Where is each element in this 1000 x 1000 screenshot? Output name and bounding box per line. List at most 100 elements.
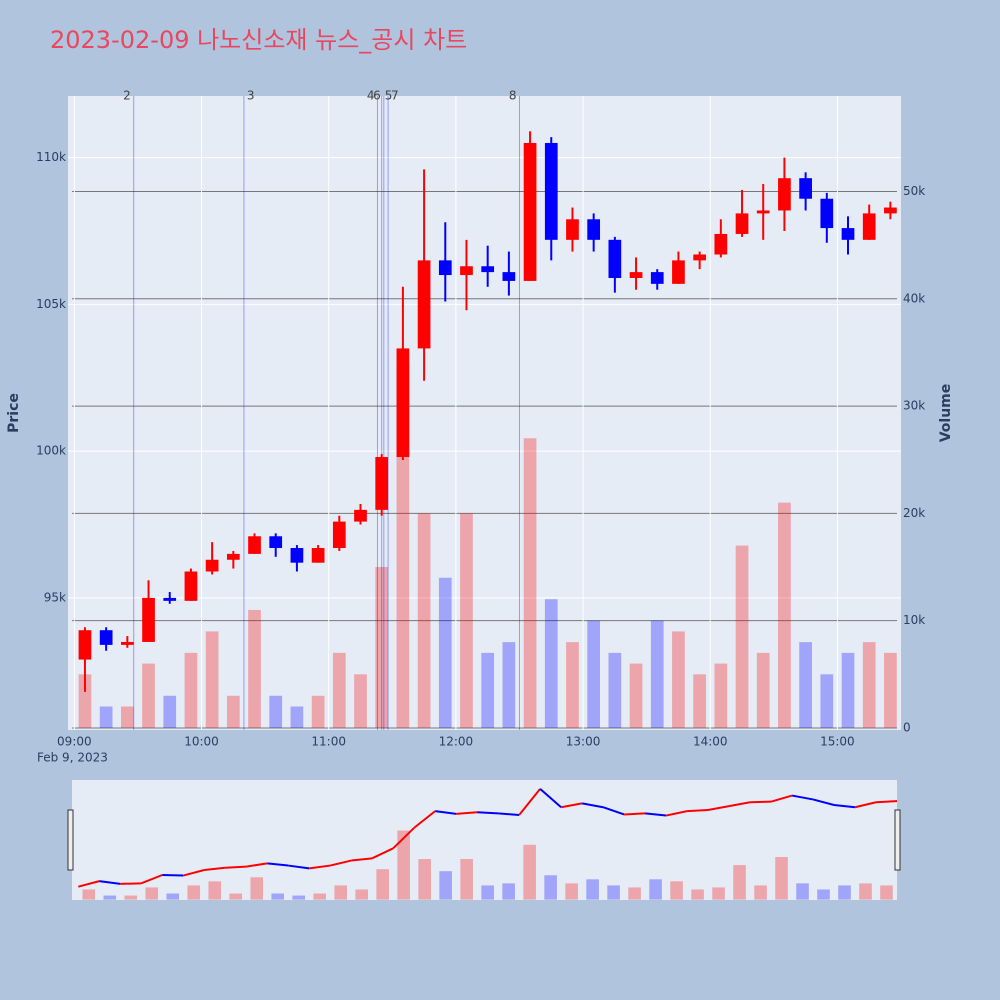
volume-bar bbox=[756, 652, 770, 728]
mini-volume-bar bbox=[187, 885, 201, 900]
y-axis-title: Price bbox=[6, 393, 22, 433]
mini-candle bbox=[329, 859, 352, 867]
news-label: 6 bbox=[373, 89, 381, 103]
candle-body bbox=[290, 548, 304, 563]
candle-body bbox=[248, 536, 261, 554]
y2-tick-label: 40k bbox=[903, 291, 925, 305]
volume-bar bbox=[672, 631, 685, 728]
candle-body bbox=[396, 348, 410, 458]
volume-bar bbox=[566, 642, 579, 728]
mini-candle bbox=[456, 811, 478, 815]
mini-candle bbox=[728, 801, 751, 808]
volume-bar bbox=[799, 642, 812, 728]
candle-body bbox=[608, 239, 622, 278]
y-tick-label: 110k bbox=[36, 150, 66, 164]
x-tick-label: 14:00 bbox=[693, 735, 728, 749]
candle-body bbox=[756, 210, 770, 214]
mini-candle bbox=[665, 810, 688, 817]
volume-bar bbox=[778, 502, 791, 728]
candle-body bbox=[417, 260, 431, 349]
candle-body bbox=[693, 254, 706, 261]
volume-bar bbox=[375, 567, 389, 728]
candle-body bbox=[544, 142, 558, 240]
mini-volume-bar bbox=[208, 881, 222, 900]
y2-axis-title: Volume bbox=[938, 384, 954, 443]
volume-bar bbox=[820, 674, 834, 728]
mini-volume-bar bbox=[124, 895, 138, 900]
mini-volume-bar bbox=[586, 879, 599, 900]
x-tick-label: 13:00 bbox=[566, 735, 601, 749]
candle-body bbox=[311, 548, 325, 563]
volume-bar bbox=[735, 545, 749, 728]
mini-candle bbox=[750, 800, 772, 804]
news-label: 8 bbox=[509, 89, 517, 103]
mini-candle bbox=[581, 802, 604, 809]
volume-bar bbox=[629, 663, 643, 728]
mini-candle bbox=[812, 798, 835, 806]
candle-body bbox=[884, 207, 897, 214]
mini-candle bbox=[539, 788, 562, 808]
mini-volume-bar bbox=[334, 885, 347, 900]
volume-bar bbox=[608, 652, 622, 728]
y-tick-label: 100k bbox=[36, 444, 66, 458]
volume-bar bbox=[481, 652, 495, 728]
mini-candle bbox=[392, 827, 415, 850]
candle-body bbox=[184, 571, 198, 601]
mini-volume-bar bbox=[775, 856, 788, 900]
mini-candle bbox=[435, 810, 457, 815]
mini-candle bbox=[288, 864, 310, 870]
y-tick-label: 105k bbox=[36, 297, 66, 311]
volume-bar bbox=[226, 695, 240, 728]
mini-volume-bar bbox=[859, 883, 872, 900]
mini-candle bbox=[413, 810, 436, 829]
x-date-label: Feb 9, 2023 bbox=[37, 751, 108, 765]
candle-body bbox=[735, 213, 749, 234]
volume-bar bbox=[99, 706, 113, 728]
mini-volume-bar bbox=[418, 858, 431, 900]
mini-volume-bar bbox=[460, 858, 473, 900]
volume-bar bbox=[862, 642, 876, 728]
candle-body bbox=[78, 630, 92, 660]
candle-body bbox=[820, 198, 834, 229]
mini-candle bbox=[833, 804, 856, 809]
volume-bar bbox=[841, 652, 855, 728]
news-label: 2 bbox=[123, 89, 131, 103]
mini-volume-bar bbox=[796, 883, 809, 900]
volume-bar bbox=[78, 674, 92, 728]
news-label: 4 bbox=[367, 89, 375, 103]
range-handle-right[interactable] bbox=[894, 809, 901, 871]
mini-candle bbox=[560, 802, 583, 809]
range-slider[interactable] bbox=[72, 780, 897, 900]
candle-body bbox=[672, 260, 685, 284]
mini-candle bbox=[518, 788, 541, 816]
volume-bar bbox=[544, 599, 558, 728]
mini-candle bbox=[183, 869, 205, 877]
mini-candle bbox=[875, 800, 898, 804]
candle-body bbox=[502, 272, 516, 281]
candle-body bbox=[269, 536, 283, 549]
volume-bar bbox=[438, 577, 452, 728]
mini-candle bbox=[78, 880, 100, 888]
mini-candle bbox=[707, 805, 730, 811]
mini-volume-bar bbox=[355, 889, 368, 900]
mini-volume-bar bbox=[817, 889, 830, 900]
mini-volume-bar bbox=[229, 893, 243, 900]
volume-bar bbox=[120, 706, 134, 728]
mini-volume-bar bbox=[271, 893, 285, 900]
volume-bar bbox=[884, 652, 897, 728]
news-label: 5 bbox=[385, 89, 393, 103]
volume-bar bbox=[460, 513, 473, 728]
x-tick-label: 11:00 bbox=[311, 735, 346, 749]
mini-candle bbox=[498, 812, 520, 816]
mini-volume-bar bbox=[292, 895, 306, 900]
candle-body bbox=[566, 219, 579, 240]
range-handle-left[interactable] bbox=[67, 809, 74, 871]
volume-bar bbox=[693, 674, 706, 728]
candle-body bbox=[841, 228, 855, 240]
candle-body bbox=[163, 597, 177, 601]
candle-body bbox=[226, 553, 240, 560]
news-label: 7 bbox=[391, 89, 399, 103]
candle-body bbox=[332, 521, 346, 549]
mini-volume-bar bbox=[439, 871, 452, 900]
chart-title: 2023-02-09 나노신소재 뉴스_공시 차트 bbox=[50, 26, 467, 54]
